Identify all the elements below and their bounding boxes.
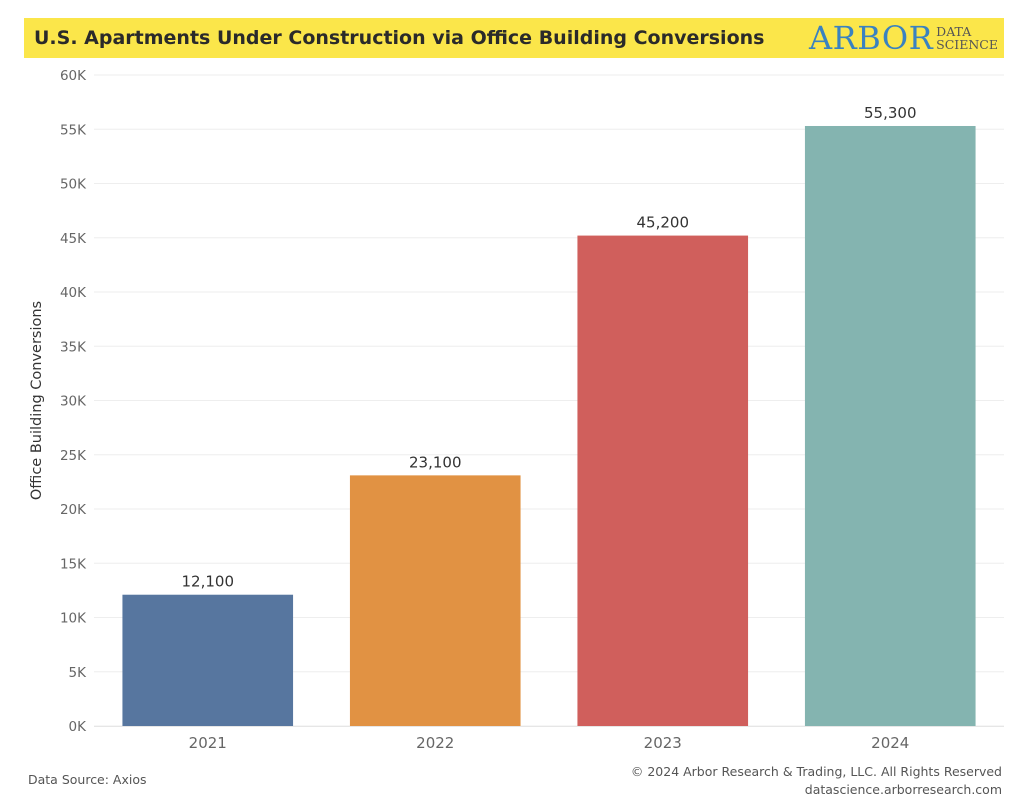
x-tick-label: 2024 [871, 734, 909, 752]
y-tick-label: 30K [60, 394, 87, 410]
y-tick-label: 50K [60, 177, 87, 193]
arbor-logo: ARBOR DATA SCIENCE [809, 20, 998, 56]
bars [122, 125, 976, 727]
bar-2021 [122, 594, 294, 726]
y-tick-label: 35K [60, 339, 87, 355]
data-labels: 12,100 23,100 45,200 55,300 [182, 104, 917, 591]
y-axis-ticks: 0K 5K 10K 15K 20K 25K 30K 35K 40K 45K 50K 55K 60K [60, 68, 87, 735]
y-tick-label: 20K [60, 502, 87, 518]
x-tick-label: 2022 [416, 734, 454, 752]
data-label: 23,100 [409, 453, 462, 471]
data-label: 55,300 [864, 104, 917, 122]
y-tick-label: 60K [60, 68, 87, 84]
bar-2022 [349, 475, 521, 726]
y-tick-label: 40K [60, 285, 87, 301]
y-tick-label: 5K [69, 665, 88, 681]
website-link[interactable]: datascience.arborresearch.com [804, 782, 1002, 797]
copyright-text: © 2024 Arbor Research & Trading, LLC. Al… [630, 764, 1002, 779]
y-tick-label: 55K [60, 122, 87, 138]
y-axis-title: Office Building Conversions [29, 301, 45, 500]
chart-title: U.S. Apartments Under Construction via O… [34, 27, 765, 49]
y-tick-label: 10K [60, 611, 87, 627]
x-tick-label: 2023 [644, 734, 682, 752]
data-label: 12,100 [182, 573, 235, 591]
y-tick-label: 45K [60, 231, 87, 247]
logo-subtext-line-2: SCIENCE [936, 37, 998, 52]
y-tick-label: 15K [60, 556, 87, 572]
data-label: 45,200 [637, 214, 690, 232]
data-source: Data Source: Axios [28, 772, 147, 787]
logo-subtext: DATA SCIENCE [936, 25, 998, 51]
footer-credits: © 2024 Arbor Research & Trading, LLC. Al… [631, 763, 1002, 799]
logo-subtext-line-1: DATA [936, 24, 972, 39]
x-tick-label: 2021 [189, 734, 227, 752]
logo-wordmark: ARBOR [809, 19, 934, 57]
title-bar: U.S. Apartments Under Construction via O… [24, 18, 1004, 58]
y-tick-label: 0K [69, 719, 88, 735]
bar-chart: 0K 5K 10K 15K 20K 25K 30K 35K 40K 45K 50K 55K 60K 12… [29, 68, 1004, 752]
bar-2023 [577, 235, 749, 726]
x-axis-categories: 2021 2022 2023 2024 [189, 734, 910, 752]
bar-2024 [804, 125, 976, 727]
y-tick-label: 25K [60, 448, 87, 464]
